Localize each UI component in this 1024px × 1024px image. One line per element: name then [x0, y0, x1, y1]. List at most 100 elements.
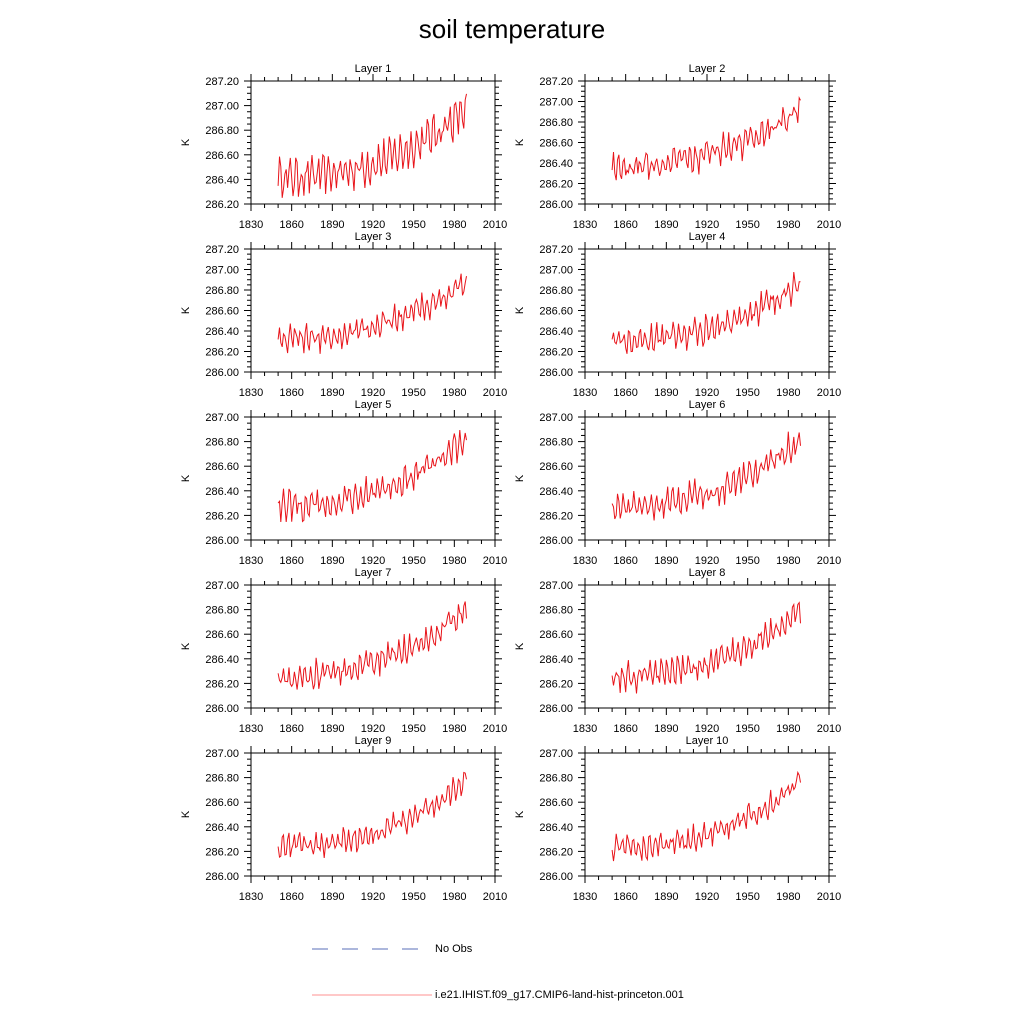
y-axis-label: K	[180, 810, 192, 818]
y-tick-label: 287.00	[205, 580, 239, 592]
y-axis-label: K	[180, 642, 192, 650]
x-tick-label: 1950	[401, 387, 425, 399]
x-tick-label: 1830	[573, 891, 597, 903]
plot-frame	[250, 416, 496, 541]
x-tick-label: 1860	[279, 891, 303, 903]
x-tick-label: 1950	[401, 723, 425, 735]
x-tick-label: 1830	[239, 891, 263, 903]
y-tick-label: 286.40	[205, 654, 239, 666]
y-tick-label: 286.80	[539, 437, 573, 449]
y-tick-label: 286.00	[205, 871, 239, 883]
x-tick-label: 1890	[654, 891, 678, 903]
panel-title: Layer 8	[689, 567, 726, 579]
y-tick-label: 286.20	[539, 846, 573, 858]
y-tick-label: 286.60	[205, 461, 239, 473]
x-tick-label: 1860	[613, 723, 637, 735]
x-tick-label: 1860	[279, 387, 303, 399]
x-tick-label: 1980	[776, 555, 800, 567]
x-tick-label: 1830	[573, 555, 597, 567]
x-tick-label: 1980	[442, 723, 466, 735]
x-tick-label: 1890	[320, 387, 344, 399]
x-tick-label: 2010	[817, 219, 841, 231]
panel-layer-3: Layer 3 K 286.00 286.20 286.40 286.60 286.80 28…	[180, 231, 507, 399]
y-tick-label: 286.00	[539, 367, 573, 379]
x-tick-label: 1950	[401, 555, 425, 567]
y-tick-label: 286.00	[205, 367, 239, 379]
y-tick-label: 286.00	[539, 871, 573, 883]
series-line	[277, 273, 467, 354]
panel-layer-2: Layer 2 K 286.00 286.20 286.40 286.60 286.80 28…	[514, 63, 841, 231]
y-tick-label: 286.60	[205, 306, 239, 318]
series-line	[611, 95, 801, 181]
y-tick-label: 287.20	[539, 76, 573, 88]
series-line	[277, 93, 467, 198]
x-tick-label: 2010	[483, 219, 507, 231]
y-tick-label: 286.80	[539, 285, 573, 297]
x-tick-label: 1950	[735, 555, 759, 567]
y-tick-label: 286.60	[205, 629, 239, 641]
x-tick-label: 1920	[695, 555, 719, 567]
x-tick-label: 1980	[442, 219, 466, 231]
panel-title: Layer 9	[355, 735, 392, 747]
x-tick-label: 1830	[239, 555, 263, 567]
y-axis-label: K	[180, 474, 192, 482]
x-tick-label: 1860	[613, 555, 637, 567]
panel-layer-8: Layer 8 K 286.00 286.20 286.40 286.60 286.80 28…	[514, 567, 841, 735]
y-tick-label: 287.00	[539, 97, 573, 109]
x-tick-label: 1980	[776, 723, 800, 735]
y-tick-label: 287.20	[205, 76, 239, 88]
x-tick-label: 1920	[695, 723, 719, 735]
x-tick-label: 1920	[361, 891, 385, 903]
y-axis-label: K	[514, 138, 526, 146]
x-tick-label: 1860	[613, 891, 637, 903]
y-tick-label: 286.00	[539, 535, 573, 547]
x-tick-label: 2010	[483, 555, 507, 567]
y-tick-label: 286.40	[539, 486, 573, 498]
x-tick-label: 1890	[654, 219, 678, 231]
x-tick-label: 1980	[776, 891, 800, 903]
y-tick-label: 286.80	[539, 605, 573, 617]
y-tick-label: 286.00	[539, 703, 573, 715]
plot-frame	[584, 752, 830, 877]
x-tick-label: 2010	[817, 387, 841, 399]
y-tick-label: 286.00	[539, 199, 573, 211]
figure-title: soil temperature	[418, 14, 606, 44]
panel-title: Layer 10	[686, 735, 729, 747]
x-tick-label: 1920	[361, 723, 385, 735]
x-tick-label: 1890	[320, 723, 344, 735]
y-tick-label: 287.00	[539, 265, 573, 277]
plot-frame	[250, 584, 496, 709]
y-tick-label: 286.80	[205, 773, 239, 785]
y-tick-label: 286.80	[205, 605, 239, 617]
x-tick-label: 1860	[279, 219, 303, 231]
plot-frame	[584, 584, 830, 709]
y-tick-label: 287.00	[205, 748, 239, 760]
y-tick-label: 286.00	[205, 703, 239, 715]
legend-no-obs-label: No Obs	[435, 943, 473, 955]
x-tick-label: 2010	[817, 891, 841, 903]
panel-layer-7: Layer 7 K 286.00 286.20 286.40 286.60 286.80 28…	[180, 567, 507, 735]
panel-layer-9: Layer 9 K 286.00 286.20 286.40 286.60 286.80 28…	[180, 735, 507, 903]
y-tick-label: 286.40	[539, 326, 573, 338]
panel-title: Layer 3	[355, 231, 392, 243]
y-tick-label: 286.60	[539, 629, 573, 641]
x-tick-label: 1980	[442, 387, 466, 399]
panel-layer-4: Layer 4 K 286.00 286.20 286.40 286.60 286.80 28…	[514, 231, 841, 399]
x-tick-label: 1950	[735, 891, 759, 903]
y-tick-label: 286.20	[205, 199, 239, 211]
series-line	[277, 771, 467, 859]
y-tick-label: 286.40	[205, 822, 239, 834]
plot-frame	[250, 752, 496, 877]
panel-title: Layer 2	[689, 63, 726, 75]
y-tick-label: 286.20	[205, 846, 239, 858]
y-axis-label: K	[180, 138, 192, 146]
y-tick-label: 287.00	[539, 748, 573, 760]
x-tick-label: 1860	[279, 723, 303, 735]
y-tick-label: 286.40	[205, 326, 239, 338]
legend-no-obs-swatch	[312, 948, 418, 950]
y-axis-label: K	[180, 306, 192, 314]
series-line	[611, 770, 801, 862]
y-tick-label: 286.00	[205, 535, 239, 547]
y-tick-label: 286.60	[205, 797, 239, 809]
y-axis-label: K	[514, 306, 526, 314]
